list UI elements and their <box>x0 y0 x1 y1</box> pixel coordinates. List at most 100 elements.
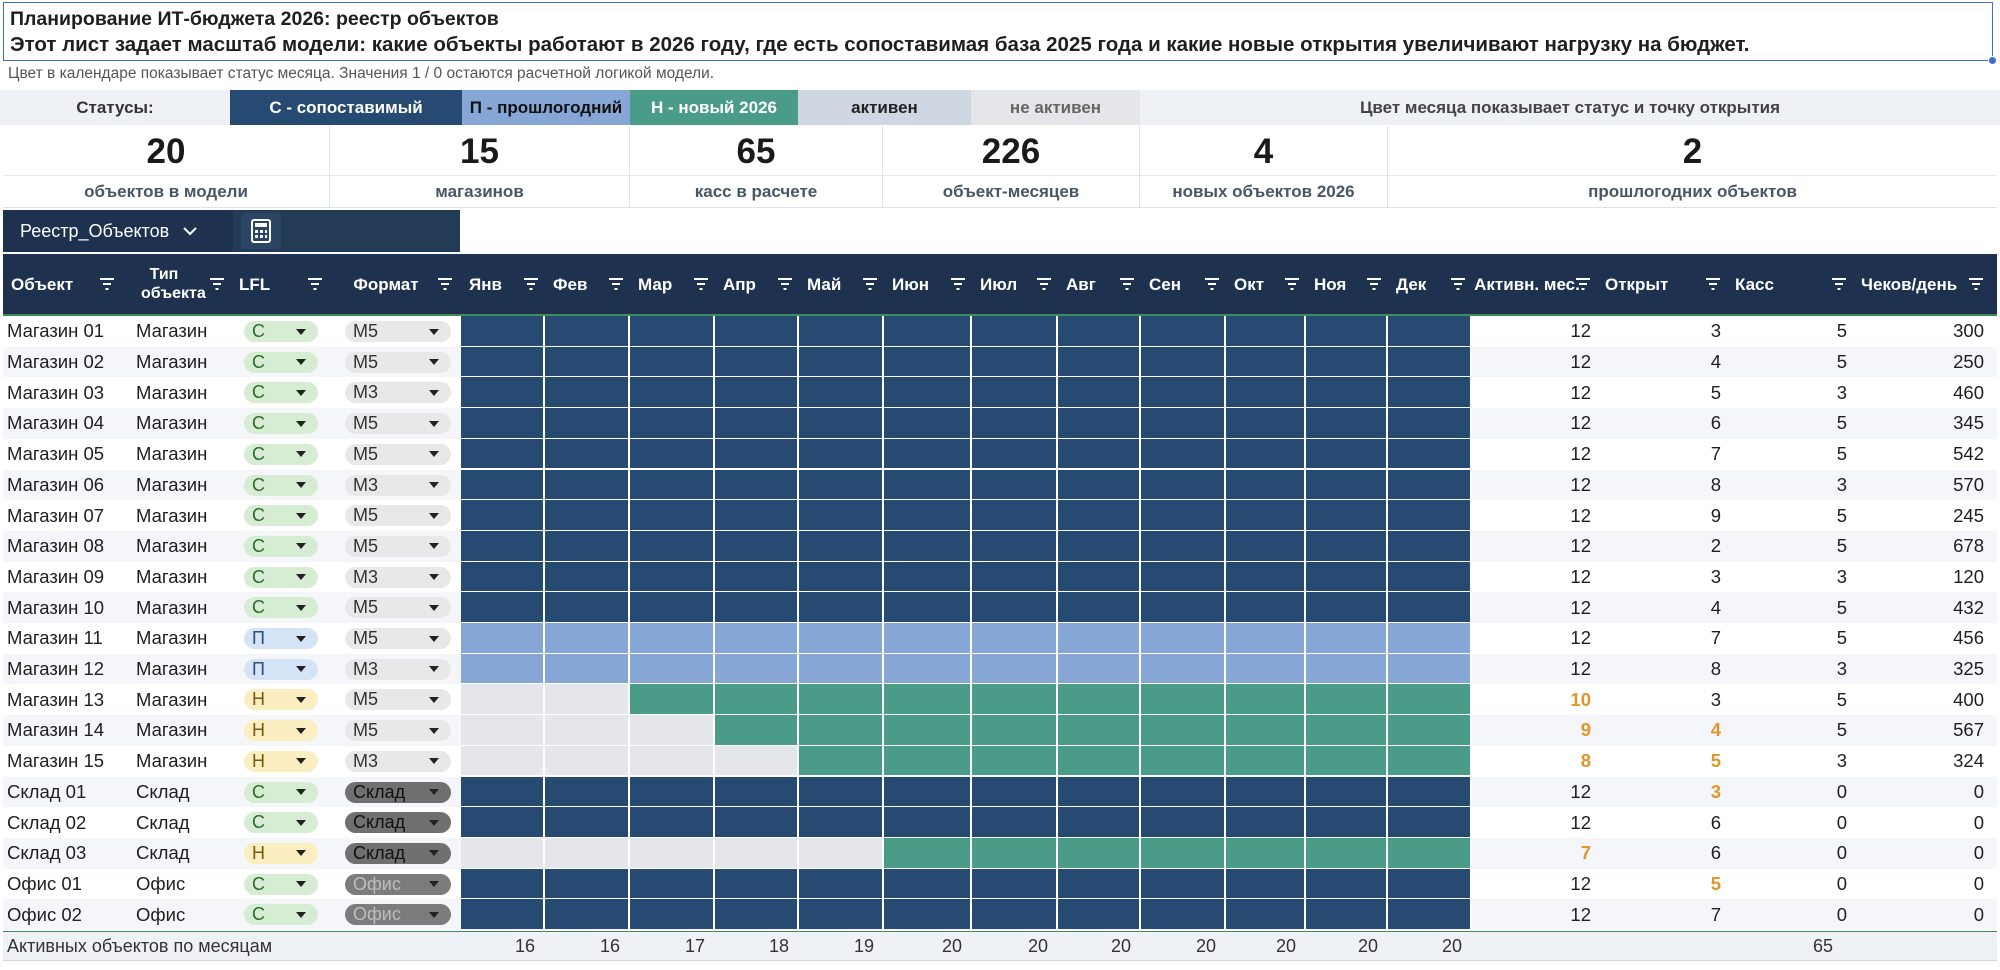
month-status-cell[interactable] <box>972 316 1058 347</box>
month-status-cell[interactable] <box>1141 807 1226 838</box>
filter-icon[interactable] <box>1575 275 1591 295</box>
registers-cell[interactable]: 5 <box>1836 412 1847 434</box>
object-name-cell[interactable]: Магазин 05 <box>7 443 105 465</box>
month-status-cell[interactable] <box>884 346 972 378</box>
object-name-cell[interactable]: Магазин 11 <box>7 627 103 649</box>
format-dropdown[interactable]: М5 <box>345 505 451 527</box>
opened-cell[interactable]: 4 <box>1710 719 1721 741</box>
month-status-cell[interactable] <box>461 438 545 470</box>
month-status-cell[interactable] <box>1226 776 1306 808</box>
registers-cell[interactable]: 5 <box>1836 351 1847 373</box>
month-status-cell[interactable] <box>884 776 972 808</box>
month-status-cell[interactable] <box>1226 530 1306 562</box>
month-status-cell[interactable] <box>884 623 972 654</box>
object-name-cell[interactable]: Магазин 07 <box>7 504 105 526</box>
month-status-cell[interactable] <box>1306 469 1388 501</box>
checks-per-day-cell[interactable]: 120 <box>1953 565 1984 587</box>
month-status-cell[interactable] <box>1141 653 1226 685</box>
month-status-cell[interactable] <box>545 807 630 838</box>
month-status-cell[interactable] <box>545 899 630 930</box>
object-name-cell[interactable]: Магазин 06 <box>7 473 105 495</box>
month-status-cell[interactable] <box>1388 807 1472 838</box>
month-status-cell[interactable] <box>1306 899 1388 930</box>
month-status-cell[interactable] <box>1388 684 1472 716</box>
month-status-cell[interactable] <box>545 868 630 900</box>
month-status-cell[interactable] <box>461 530 545 562</box>
month-status-cell[interactable] <box>630 623 715 654</box>
registers-cell[interactable]: 5 <box>1836 320 1847 342</box>
month-status-cell[interactable] <box>884 438 972 470</box>
month-status-cell[interactable] <box>1226 653 1306 685</box>
lfl-dropdown[interactable]: Н <box>244 842 318 864</box>
month-status-cell[interactable] <box>1388 899 1472 930</box>
registers-cell[interactable]: 5 <box>1836 443 1847 465</box>
object-name-cell[interactable]: Магазин 02 <box>7 351 105 373</box>
month-status-cell[interactable] <box>1388 745 1472 777</box>
filter-icon[interactable] <box>1284 275 1300 295</box>
month-status-cell[interactable] <box>545 561 630 593</box>
checks-per-day-cell[interactable]: 567 <box>1953 719 1984 741</box>
opened-cell[interactable]: 5 <box>1710 381 1721 403</box>
month-status-cell[interactable] <box>630 837 715 869</box>
month-status-cell[interactable] <box>884 377 972 409</box>
month-status-cell[interactable] <box>715 623 799 654</box>
month-status-cell[interactable] <box>461 500 545 531</box>
active-months-cell[interactable]: 12 <box>1570 780 1591 802</box>
month-status-cell[interactable] <box>630 745 715 777</box>
month-status-cell[interactable] <box>1058 684 1141 716</box>
format-dropdown[interactable]: М5 <box>345 597 451 619</box>
month-status-cell[interactable] <box>1306 837 1388 869</box>
format-dropdown[interactable]: М5 <box>345 413 451 435</box>
month-status-cell[interactable] <box>1141 469 1226 501</box>
month-status-cell[interactable] <box>799 561 884 593</box>
header-object[interactable]: Объект <box>3 254 121 314</box>
month-status-cell[interactable] <box>715 715 799 746</box>
opened-cell[interactable]: 9 <box>1710 504 1721 526</box>
month-status-cell[interactable] <box>461 837 545 869</box>
month-status-cell[interactable] <box>1226 346 1306 378</box>
month-status-cell[interactable] <box>630 530 715 562</box>
header-month-4[interactable]: Май <box>799 254 884 314</box>
month-status-cell[interactable] <box>461 899 545 930</box>
opened-cell[interactable]: 3 <box>1710 320 1721 342</box>
month-status-cell[interactable] <box>1226 745 1306 777</box>
lfl-dropdown[interactable]: С <box>244 904 318 926</box>
month-status-cell[interactable] <box>884 653 972 685</box>
month-status-cell[interactable] <box>1226 837 1306 869</box>
filter-icon[interactable] <box>307 275 323 295</box>
lfl-dropdown[interactable]: С <box>244 812 318 834</box>
month-status-cell[interactable] <box>715 684 799 716</box>
month-status-cell[interactable] <box>1226 715 1306 746</box>
month-status-cell[interactable] <box>715 745 799 777</box>
month-status-cell[interactable] <box>799 530 884 562</box>
lfl-dropdown[interactable]: С <box>244 321 318 342</box>
header-month-9[interactable]: Окт <box>1226 254 1306 314</box>
month-status-cell[interactable] <box>1141 530 1226 562</box>
month-status-cell[interactable] <box>1306 408 1388 439</box>
object-type-cell[interactable]: Офис <box>136 903 186 925</box>
opened-cell[interactable]: 3 <box>1710 780 1721 802</box>
checks-per-day-cell[interactable]: 456 <box>1953 627 1984 649</box>
month-status-cell[interactable] <box>799 715 884 746</box>
month-status-cell[interactable] <box>1058 745 1141 777</box>
month-status-cell[interactable] <box>1226 469 1306 501</box>
month-status-cell[interactable] <box>799 438 884 470</box>
active-months-cell[interactable]: 12 <box>1570 811 1591 833</box>
active-months-cell[interactable]: 12 <box>1570 565 1591 587</box>
format-dropdown[interactable]: Офис <box>345 904 451 926</box>
month-status-cell[interactable] <box>461 653 545 685</box>
checks-per-day-cell[interactable]: 300 <box>1953 320 1984 342</box>
month-status-cell[interactable] <box>799 684 884 716</box>
month-status-cell[interactable] <box>715 316 799 347</box>
month-status-cell[interactable] <box>1226 623 1306 654</box>
filter-icon[interactable] <box>950 275 966 295</box>
month-status-cell[interactable] <box>461 745 545 777</box>
month-status-cell[interactable] <box>1226 899 1306 930</box>
format-dropdown[interactable]: М5 <box>345 720 451 742</box>
month-status-cell[interactable] <box>1058 561 1141 593</box>
month-status-cell[interactable] <box>630 868 715 900</box>
lfl-dropdown[interactable]: С <box>244 443 318 465</box>
object-name-cell[interactable]: Склад 03 <box>7 842 87 864</box>
active-months-cell[interactable]: 12 <box>1570 596 1591 618</box>
month-status-cell[interactable] <box>545 408 630 439</box>
